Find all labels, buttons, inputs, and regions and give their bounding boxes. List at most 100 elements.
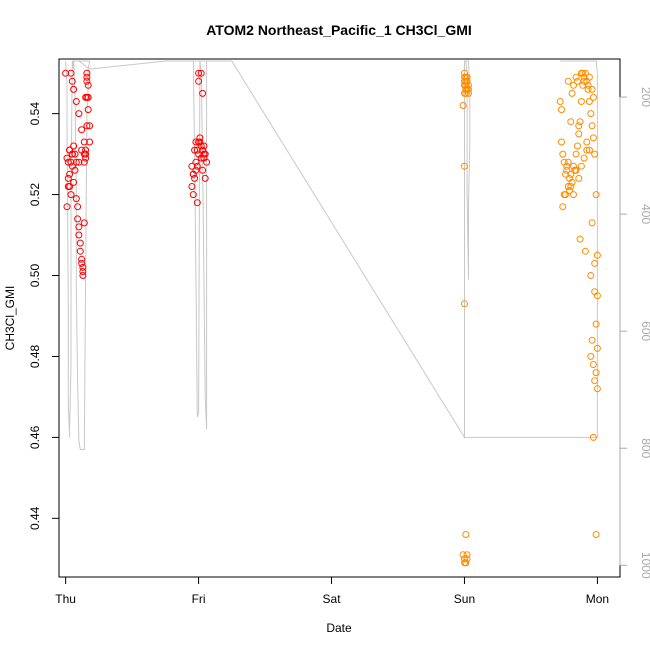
data-point bbox=[588, 336, 596, 344]
y-tick-label: 0.50 bbox=[28, 264, 42, 288]
x-tick-label: Mon bbox=[586, 592, 609, 606]
data-point bbox=[587, 272, 595, 279]
right-axis: 200 400 600 800 1000 bbox=[619, 87, 650, 579]
data-point bbox=[62, 69, 70, 77]
data-point bbox=[78, 255, 86, 263]
data-point bbox=[581, 69, 589, 77]
data-point bbox=[570, 191, 577, 199]
x-tick-label: Fri bbox=[192, 592, 206, 606]
data-point bbox=[591, 259, 599, 267]
altitude-trace-line bbox=[65, 60, 598, 450]
data-point bbox=[562, 170, 569, 178]
y-tick-label: 0.48 bbox=[28, 344, 42, 368]
right-tick-label: 200 bbox=[639, 87, 650, 107]
data-point bbox=[68, 77, 76, 85]
series-1 bbox=[459, 69, 601, 567]
data-point bbox=[585, 146, 593, 154]
data-point bbox=[585, 98, 593, 105]
data-point bbox=[196, 138, 204, 146]
data-point bbox=[191, 146, 199, 154]
data-point bbox=[195, 69, 203, 77]
data-point bbox=[577, 162, 585, 170]
chart-title: ATOM2 Northeast_Pacific_1 CH3Cl_GMI bbox=[206, 22, 472, 38]
data-point bbox=[86, 138, 94, 146]
data-point bbox=[462, 73, 470, 81]
data-point bbox=[200, 142, 208, 150]
data-point bbox=[462, 559, 470, 567]
y-tick-label: 0.52 bbox=[28, 183, 42, 207]
data-point bbox=[66, 170, 74, 178]
data-point bbox=[592, 320, 600, 328]
data-point bbox=[72, 195, 80, 203]
data-point bbox=[564, 158, 572, 166]
data-points-layer bbox=[62, 69, 601, 567]
data-point bbox=[70, 178, 78, 186]
x-axis-label: Date bbox=[326, 621, 352, 635]
right-tick-label: 400 bbox=[639, 204, 650, 224]
data-point bbox=[76, 247, 84, 255]
y-axis: 0.44 0.46 0.48 0.50 0.52 0.54 bbox=[28, 102, 60, 530]
data-point bbox=[591, 150, 599, 158]
series-0 bbox=[62, 69, 211, 279]
data-point bbox=[567, 183, 575, 190]
data-point bbox=[579, 81, 587, 89]
data-point bbox=[563, 166, 571, 174]
data-point bbox=[80, 219, 88, 227]
y-tick-label: 0.54 bbox=[28, 102, 42, 126]
data-point bbox=[589, 361, 597, 368]
data-point bbox=[556, 98, 564, 105]
plot-frame bbox=[58, 58, 621, 578]
y-tick-label: 0.44 bbox=[28, 506, 42, 530]
data-point bbox=[67, 191, 75, 199]
right-tick-label: 1000 bbox=[639, 552, 650, 579]
data-point bbox=[567, 170, 575, 178]
data-point bbox=[558, 106, 565, 114]
data-point bbox=[589, 93, 597, 101]
data-point bbox=[80, 138, 88, 146]
data-point bbox=[82, 146, 90, 154]
data-point bbox=[195, 77, 203, 85]
data-point bbox=[589, 433, 597, 441]
data-point bbox=[199, 146, 207, 154]
x-tick-label: Thu bbox=[55, 592, 76, 606]
data-point bbox=[462, 531, 470, 538]
data-point bbox=[571, 166, 579, 174]
data-point bbox=[79, 272, 87, 279]
data-point bbox=[195, 150, 203, 158]
data-point bbox=[593, 385, 601, 393]
data-point bbox=[584, 81, 592, 89]
data-point bbox=[587, 110, 595, 118]
data-point bbox=[78, 259, 86, 267]
data-point bbox=[193, 146, 201, 154]
data-point bbox=[75, 110, 83, 118]
data-point bbox=[66, 183, 74, 190]
data-point bbox=[592, 191, 600, 199]
data-point bbox=[196, 134, 204, 142]
data-point bbox=[588, 85, 596, 93]
data-point bbox=[80, 158, 88, 166]
data-point bbox=[592, 531, 600, 538]
data-point bbox=[576, 235, 584, 243]
data-point bbox=[79, 268, 87, 275]
data-point bbox=[200, 154, 208, 162]
data-point bbox=[566, 174, 573, 182]
data-point bbox=[567, 118, 575, 126]
data-point bbox=[70, 85, 78, 93]
data-point bbox=[593, 344, 601, 352]
data-point bbox=[63, 154, 71, 162]
data-point bbox=[575, 130, 583, 138]
data-point bbox=[86, 122, 94, 130]
data-point bbox=[193, 199, 201, 207]
data-point bbox=[564, 77, 572, 85]
data-point bbox=[461, 555, 468, 563]
data-point bbox=[197, 69, 205, 77]
data-point bbox=[585, 73, 593, 81]
x-tick-label: Sat bbox=[323, 592, 342, 606]
data-point bbox=[63, 203, 71, 211]
data-point bbox=[574, 77, 581, 85]
data-point bbox=[461, 89, 468, 97]
data-point bbox=[570, 81, 577, 89]
data-point bbox=[461, 69, 468, 77]
data-point bbox=[71, 166, 79, 174]
